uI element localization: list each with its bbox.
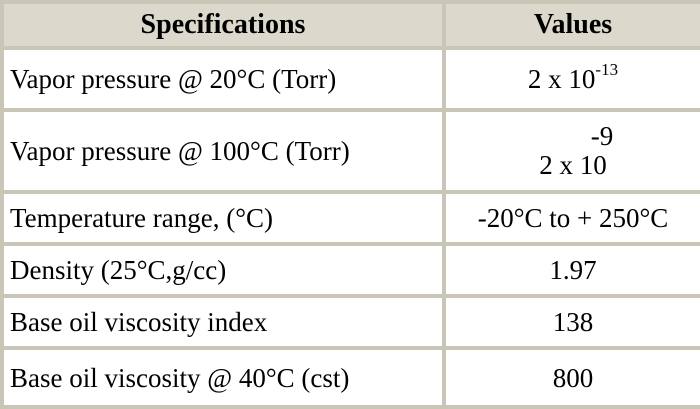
table-row: Vapor pressure @ 100°C (Torr) -9 2 x 10 bbox=[0, 108, 700, 194]
value-stack: -9 2 x 10 bbox=[533, 121, 614, 180]
row-label: Base oil viscosity @ 40°C (cst) bbox=[0, 346, 446, 409]
row-label: Density (25°C,g/cc) bbox=[0, 242, 446, 298]
header-values: Values bbox=[442, 0, 700, 50]
table-row: Base oil viscosity @ 40°C (cst) 800 bbox=[0, 346, 700, 409]
header-row: Specifications Values bbox=[0, 0, 700, 50]
value-base: 2 x 10 bbox=[527, 64, 596, 94]
row-value: -20°C to + 250°C bbox=[442, 190, 700, 246]
value-exponent: -13 bbox=[595, 60, 619, 79]
table-row: Temperature range, (°C) -20°C to + 250°C bbox=[0, 190, 700, 246]
row-label: Vapor pressure @ 100°C (Torr) bbox=[0, 108, 446, 194]
row-label: Temperature range, (°C) bbox=[0, 190, 446, 246]
value-base: 2 x 10 bbox=[539, 150, 607, 180]
row-value: 138 bbox=[442, 294, 700, 350]
header-specifications: Specifications bbox=[0, 0, 446, 50]
value-exponent: -9 bbox=[590, 121, 614, 151]
row-value: 800 bbox=[442, 346, 700, 409]
row-value: -9 2 x 10 bbox=[442, 108, 700, 194]
row-value: 2 x 10-13 bbox=[442, 46, 700, 112]
row-label: Base oil viscosity index bbox=[0, 294, 446, 350]
table-row: Base oil viscosity index 138 bbox=[0, 294, 700, 350]
row-label: Vapor pressure @ 20°C (Torr) bbox=[0, 46, 446, 112]
table-row: Density (25°C,g/cc) 1.97 bbox=[0, 242, 700, 298]
table-row: Vapor pressure @ 20°C (Torr) 2 x 10-13 bbox=[0, 46, 700, 112]
row-value: 1.97 bbox=[442, 242, 700, 298]
